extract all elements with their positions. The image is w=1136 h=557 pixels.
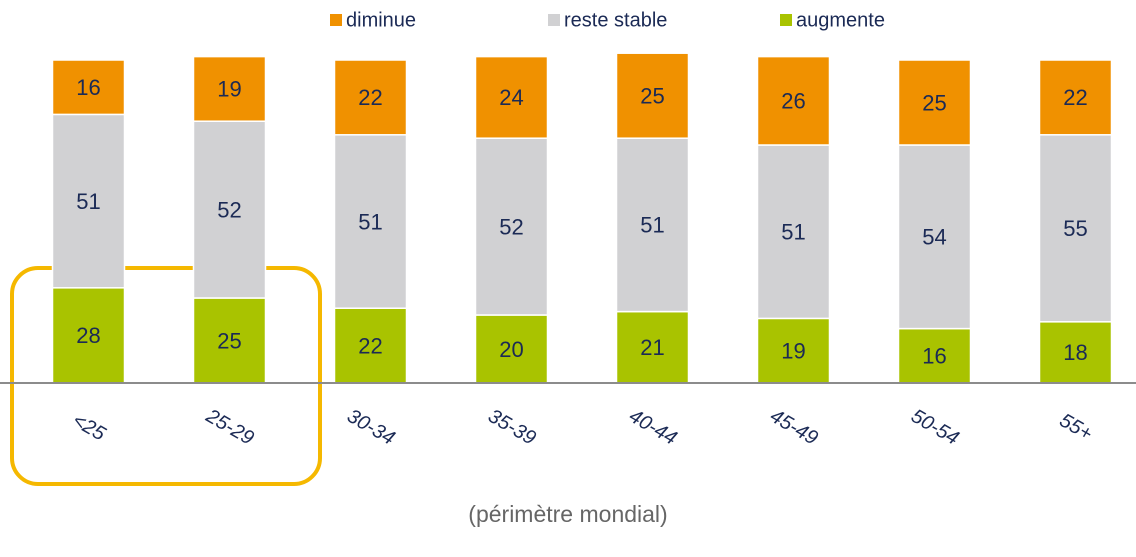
value-label: 51 — [781, 220, 805, 245]
legend-label: reste stable — [564, 9, 667, 31]
value-label: 51 — [358, 209, 382, 234]
bar-segment — [1038, 321, 1113, 384]
legend-swatch — [780, 14, 792, 26]
value-label: 19 — [781, 339, 805, 364]
bar-segment — [615, 52, 690, 139]
bar-segment — [192, 55, 267, 122]
bar-segment — [897, 59, 972, 146]
x-tick-label: 25-29 — [201, 405, 257, 450]
x-tick-label: 40-44 — [625, 405, 680, 450]
value-label: 24 — [499, 85, 523, 110]
value-label: 55 — [1063, 216, 1087, 241]
value-label: 22 — [358, 85, 382, 110]
x-tick-label: 50-54 — [907, 405, 962, 450]
value-label: 22 — [358, 333, 382, 358]
legend-label: augmente — [796, 9, 885, 31]
bar-segment — [192, 297, 267, 384]
x-tick-label: 55+ — [1056, 409, 1096, 445]
value-label: 20 — [499, 337, 523, 362]
x-tick-label: 30-34 — [343, 405, 398, 450]
value-label: 21 — [640, 335, 664, 360]
value-label: 25 — [217, 328, 241, 353]
bar-segment — [192, 120, 267, 299]
x-tick-label: 35-39 — [484, 405, 539, 450]
footnote: (périmètre mondial) — [468, 501, 667, 527]
value-label: 54 — [922, 225, 946, 250]
bar-segment — [756, 55, 831, 146]
value-label: 18 — [1063, 340, 1087, 365]
value-label: 22 — [1063, 85, 1087, 110]
legend-swatch — [548, 14, 560, 26]
highlight-box — [10, 266, 322, 486]
legend-label: diminue — [346, 9, 416, 31]
bar-segment — [474, 55, 549, 139]
x-tick-label: 45-49 — [766, 405, 821, 450]
bar-segment — [615, 137, 690, 313]
value-label: 51 — [640, 213, 664, 238]
x-tick-label: <25 — [69, 409, 110, 445]
value-label: 28 — [76, 323, 100, 348]
legend-swatch — [330, 14, 342, 26]
bar-segment — [333, 307, 408, 384]
bar-segment — [474, 137, 549, 316]
value-label: 25 — [640, 84, 664, 109]
value-label: 25 — [922, 90, 946, 115]
bar-segment — [333, 59, 408, 136]
value-label: 51 — [76, 189, 100, 214]
value-label: 52 — [217, 197, 241, 222]
bar-segment — [1038, 59, 1113, 136]
value-label: 16 — [922, 344, 946, 369]
value-label: 16 — [76, 75, 100, 100]
bar-segment — [51, 113, 126, 289]
bar-segment — [51, 59, 126, 116]
bar-segment — [333, 134, 408, 309]
value-label: 26 — [781, 89, 805, 114]
value-label: 52 — [499, 214, 523, 239]
value-label: 19 — [217, 77, 241, 102]
